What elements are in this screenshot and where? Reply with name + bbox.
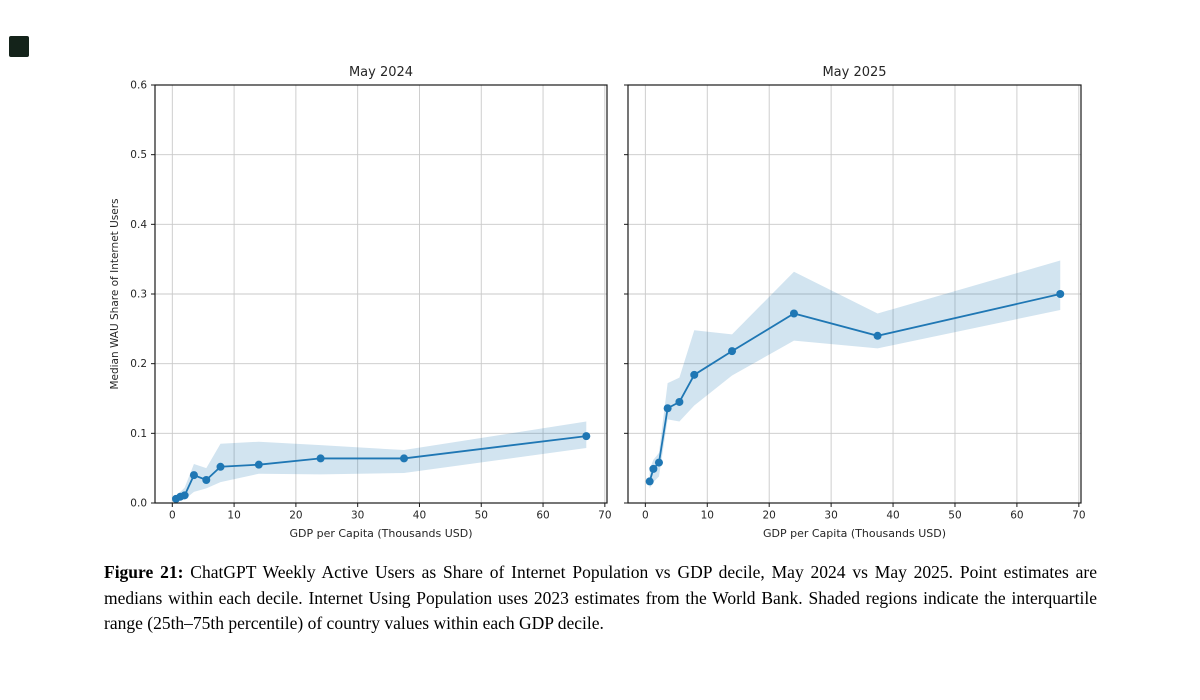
x-tick-label: 70: [1072, 510, 1085, 522]
data-point: [216, 462, 225, 471]
x-tick-label: 20: [763, 510, 776, 522]
data-point: [645, 477, 654, 486]
y-tick-label: 0.3: [130, 289, 147, 301]
data-point: [189, 471, 198, 480]
data-point: [254, 460, 263, 469]
x-axis-label: GDP per Capita (Thousands USD): [289, 527, 472, 540]
figure-caption: Figure 21: ChatGPT Weekly Active Users a…: [104, 560, 1097, 637]
figure-canvas: 0 10 20 30 40 50 60 70 0.0 0.1 0.2 0.3 0.4 0.5 0.6 May …: [109, 65, 1086, 540]
y-tick-label: 0.1: [130, 428, 147, 440]
x-tick-label: 50: [948, 510, 961, 522]
caption-text: ChatGPT Weekly Active Users as Share of …: [104, 562, 1097, 634]
caption-label: Figure 21:: [104, 562, 184, 582]
x-tick-label: 60: [1010, 510, 1023, 522]
y-tick-label: 0.6: [130, 80, 147, 92]
x-tick-label: 0: [169, 510, 176, 522]
data-point: [649, 464, 658, 473]
y-tick-label: 0.5: [130, 149, 147, 161]
x-tick-label: 20: [289, 510, 302, 522]
y-tick-label: 0.0: [130, 498, 147, 510]
x-tick-label: 50: [475, 510, 488, 522]
x-tick-label: 70: [598, 510, 611, 522]
data-point: [582, 432, 591, 441]
data-point: [873, 331, 882, 340]
panel-title: May 2024: [349, 65, 413, 80]
data-point: [663, 404, 672, 413]
panel-title: May 2025: [822, 65, 886, 80]
y-tick-label: 0.4: [130, 219, 147, 231]
x-tick-label: 60: [536, 510, 549, 522]
data-point: [654, 458, 663, 467]
data-point: [400, 454, 409, 463]
data-point: [728, 347, 737, 356]
data-point: [180, 491, 189, 500]
x-tick-label: 30: [824, 510, 837, 522]
x-tick-label: 40: [413, 510, 426, 522]
data-point: [316, 454, 325, 463]
data-point: [789, 309, 798, 318]
x-tick-label: 10: [701, 510, 714, 522]
median-line: [648, 293, 1061, 482]
x-tick-label: 10: [227, 510, 240, 522]
corner-mark: [9, 36, 29, 57]
y-axis-label: Median WAU Share of Internet Users: [109, 198, 121, 389]
iqr-band: [176, 421, 587, 502]
x-axis-label: GDP per Capita (Thousands USD): [763, 527, 946, 540]
data-point: [1056, 290, 1065, 298]
x-tick-label: 30: [351, 510, 364, 522]
y-tick-label: 0.2: [130, 358, 147, 370]
data-point: [690, 370, 699, 379]
x-tick-label: 40: [886, 510, 899, 522]
data-point: [202, 476, 211, 485]
x-tick-label: 0: [642, 510, 649, 522]
iqr-band: [649, 260, 1061, 489]
data-point: [675, 397, 684, 406]
